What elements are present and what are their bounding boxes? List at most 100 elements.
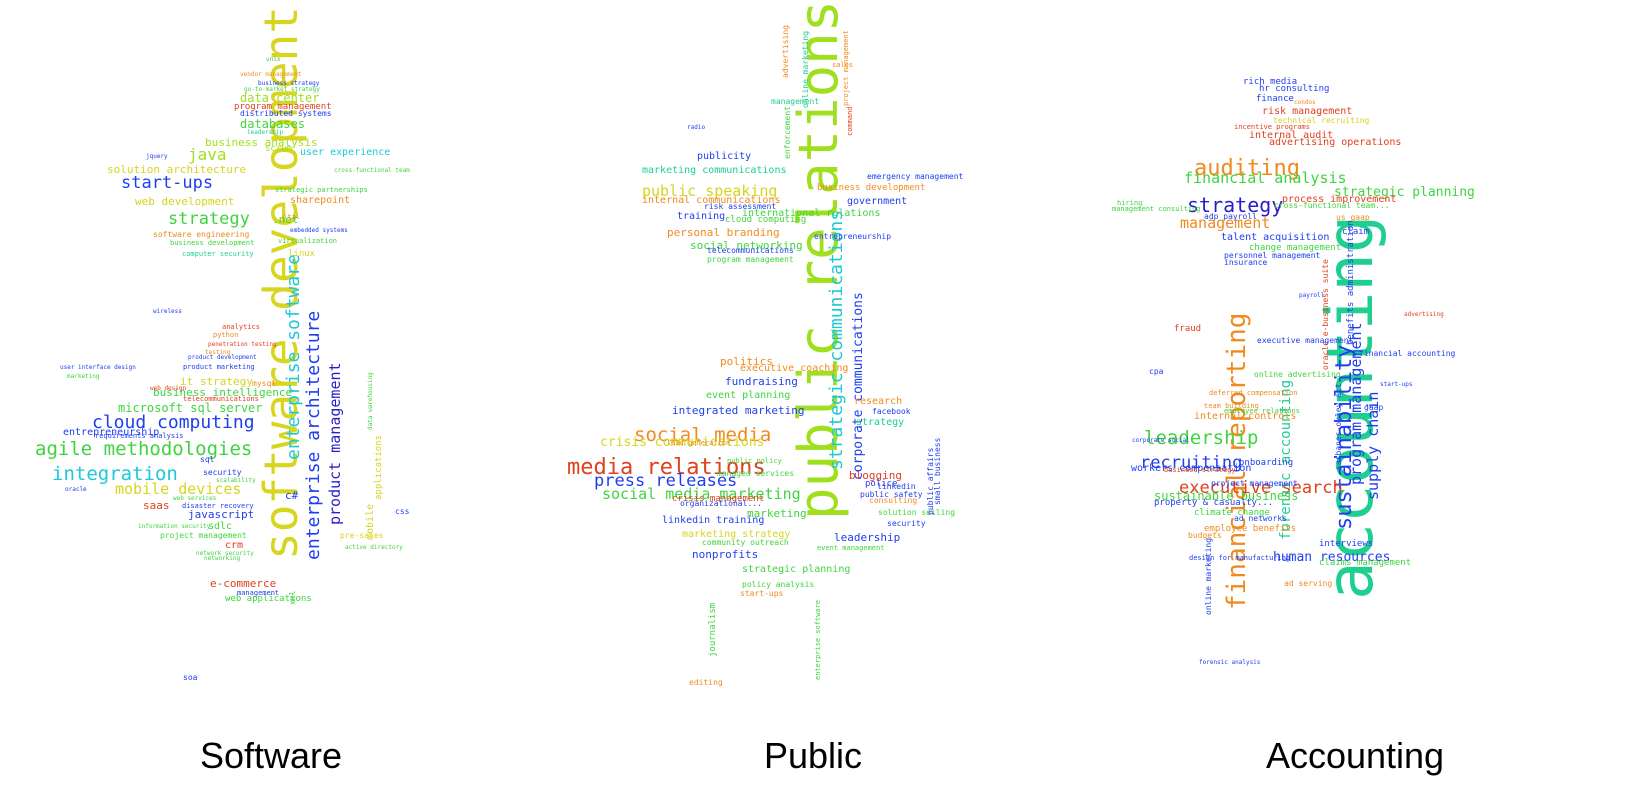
cloud-word: disaster recovery <box>182 502 254 510</box>
cloud-word: fundraising <box>725 375 798 388</box>
cloud-word: auditing <box>1194 156 1300 181</box>
cloud-word: consulting <box>869 496 918 505</box>
cloud-word: business strategy <box>258 80 320 87</box>
cloud-word: telecommunications <box>183 395 259 403</box>
cloud-word: employee benefits <box>1204 524 1297 534</box>
cloud-word: emergency management <box>867 172 964 181</box>
cloud-word: business analysis <box>205 136 318 149</box>
cloud-word: claims management <box>1319 558 1412 568</box>
cloud-word: marketing <box>67 373 100 380</box>
cloud-word: crm <box>225 540 244 551</box>
caption-software: Software <box>199 735 343 776</box>
cloud-word: executive search <box>1179 478 1343 498</box>
cloud-word: organizational... <box>680 499 762 508</box>
cloud-word: security <box>887 519 926 528</box>
cloud-word: computer security <box>182 250 254 258</box>
cloud-word: internal audit <box>1249 130 1334 141</box>
cloud-word: advertising <box>1404 311 1444 318</box>
cloud-word: data warehousing <box>367 372 374 430</box>
cloud-word: employee relations <box>1224 407 1300 415</box>
cloud-word: vendor management <box>240 71 302 78</box>
cloud-word: lead generation <box>667 439 731 447</box>
cloud-word: business development <box>817 183 926 193</box>
cloud-word: web design <box>150 385 187 392</box>
cloud-word: project management <box>1211 479 1298 488</box>
cloud-word: information security <box>138 523 211 530</box>
cloud-word: strategy <box>1187 193 1284 217</box>
cloud-word: itil <box>283 213 300 221</box>
cloud-word: gaap <box>1364 403 1384 412</box>
cloud-word: entrepreneurship <box>814 232 892 241</box>
cloud-word: technical recruiting <box>1273 116 1370 125</box>
cloud-word: community outreach <box>702 538 789 547</box>
cloud-word: product development <box>188 354 257 361</box>
cloud-word: leadership <box>834 531 901 544</box>
cloud-word: marketing strategy <box>682 529 791 540</box>
cloud-word: wireless <box>153 308 182 315</box>
cloud-word: saas <box>143 499 170 512</box>
word-cloud-software: software development agile methodologies c… <box>0 0 542 720</box>
cloud-word: forensic analysis <box>1199 659 1261 666</box>
cloud-word: fraud <box>1174 324 1202 334</box>
cloud-word: command <box>846 106 854 136</box>
cloud-word: telecommunications <box>707 246 794 255</box>
cloud-word: program management <box>707 255 794 264</box>
cloud-word: design for manufacturing <box>1189 554 1291 562</box>
cloud-word: css <box>395 507 410 516</box>
cloud-word: crisis management <box>672 494 765 504</box>
cloud-word: government <box>847 196 908 207</box>
cloud-word: start-ups <box>1380 381 1413 388</box>
cloud-word: c# <box>285 489 299 502</box>
cloud-word: soa <box>183 673 198 682</box>
cloud-word: leadership <box>1144 427 1259 449</box>
cloud-word: finance <box>1256 94 1294 104</box>
cloud-word: enterprise architecture <box>303 310 324 560</box>
cloud-word: cpa <box>1149 367 1164 376</box>
cloud-word: publicity <box>697 151 752 162</box>
cloud-word: cloud computing <box>725 215 807 225</box>
cloud-word: mobile devices <box>115 480 242 498</box>
cloud-word: it strategy <box>180 375 253 388</box>
word-cloud-accounting: accounting financial reporting sustainabil… <box>1084 0 1626 720</box>
cloud-panel-accounting: accounting financial reporting sustainabil… <box>1084 0 1626 799</box>
cloud-word: small business <box>933 437 942 505</box>
cloud-word: cross-functional team... <box>1274 201 1390 210</box>
cloud-word: risk assessment <box>704 202 777 211</box>
cloud-word: data center <box>240 91 320 105</box>
cloud-word: distributed systems <box>240 109 332 118</box>
cloud-word: public speaking <box>642 182 778 200</box>
cloud-word: hiring <box>1117 199 1143 207</box>
cloud-word: media relations <box>567 455 766 480</box>
cloud-word: javascript <box>188 508 255 521</box>
cloud-word: policy analysis <box>742 580 815 589</box>
cloud-word: climate change <box>1194 508 1270 518</box>
cloud-word: integrated marketing <box>672 404 805 417</box>
cloud-word: online marketing <box>801 30 810 108</box>
cloud-word: oracle <box>65 486 87 493</box>
cloud-word: radio <box>687 124 706 131</box>
cloud-word: solution architecture <box>107 163 247 176</box>
cloud-word: microsoft sql server <box>118 401 263 415</box>
cloud-word: executive management <box>1257 336 1354 345</box>
cloud-word: claim <box>1342 227 1370 237</box>
cloud-word: event planning <box>706 390 791 401</box>
cloud-word: managed services <box>717 469 795 478</box>
cloud-word: product management <box>326 362 344 525</box>
cloud-word: cross-functional team <box>334 167 410 174</box>
cloud-word: requirements analysis <box>95 432 184 440</box>
cloud-word: agile methodologies <box>35 438 253 460</box>
word-cloud-public: public relations media relations strategic… <box>542 0 1084 720</box>
cloud-word: onboarding <box>1239 458 1294 468</box>
cloud-word: web development <box>135 195 235 208</box>
cloud-word: journalism <box>708 602 718 657</box>
cloud-word: penetration testing <box>208 341 277 348</box>
cloud-word: oracle e-business suite <box>1321 259 1330 370</box>
cloud-word: personal branding <box>667 226 780 239</box>
cloud-word: strategic planning <box>1334 185 1475 200</box>
cloud-word: virtualization <box>278 237 338 245</box>
cloud-word: web applications <box>225 594 312 604</box>
cloud-word: blogging <box>849 469 902 482</box>
cloud-word: human resources <box>1273 550 1391 565</box>
cloud-word: sustainable business <box>1154 489 1299 503</box>
cloud-word: training <box>677 211 726 222</box>
